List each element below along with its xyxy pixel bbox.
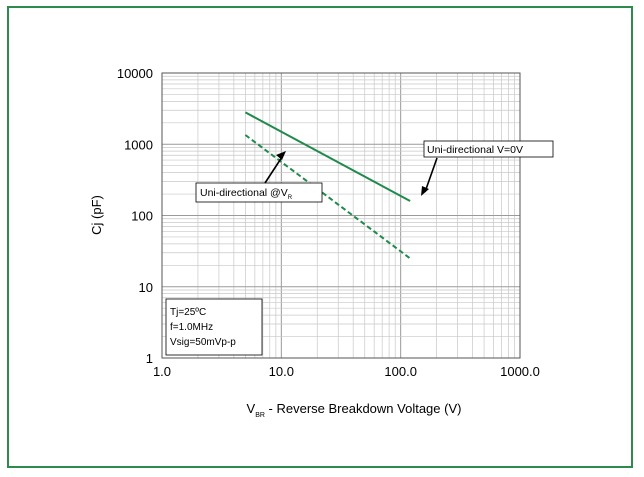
- x-axis-label-main: V: [247, 401, 256, 416]
- legend-item-solid: Uni-directional V=0V: [423, 140, 554, 158]
- plot-area: [161, 72, 521, 359]
- legend-label-dashed-main: Uni-directional @V: [200, 187, 288, 199]
- x-tick-label: 100.0: [384, 364, 417, 379]
- axis-ticks: 1.0 10.0 100.0 1000.0 1 10 100 1000 10000: [117, 66, 540, 379]
- legend-arrow-solid: [424, 157, 438, 193]
- legend-arrowhead-solid: [421, 186, 429, 196]
- x-axis-label-sub: BR: [255, 412, 265, 419]
- condition-frequency: f=1.0MHz: [170, 322, 213, 333]
- y-tick-label: 10000: [117, 66, 153, 81]
- series-line-dashed: [244, 134, 411, 260]
- conditions-box: Tj=25ºC f=1.0MHz Vsig=50mVp-p: [165, 298, 263, 356]
- legend-item-dashed: Uni-directional @VR: [195, 182, 323, 203]
- y-axis-label: Cj (pF): [89, 195, 104, 235]
- y-tick-label: 1: [146, 351, 153, 366]
- x-axis-label: VBR - Reverse Breakdown Voltage (V): [247, 401, 462, 419]
- y-tick-label: 100: [131, 209, 153, 224]
- conditions-box-border: [165, 298, 263, 356]
- series-layer: [244, 111, 411, 260]
- legend-label-dashed: Uni-directional @VR: [200, 187, 293, 201]
- x-axis-label-rest: - Reverse Breakdown Voltage (V): [265, 401, 462, 416]
- x-tick-label: 1.0: [153, 364, 171, 379]
- legend-arrowhead-dashed: [276, 151, 286, 160]
- y-tick-label: 1000: [124, 137, 153, 152]
- legend-box-dashed: [195, 182, 323, 203]
- condition-signal: Vsig=50mVp-p: [170, 337, 236, 348]
- series-line-solid: [244, 111, 411, 202]
- condition-temperature: Tj=25ºC: [170, 307, 206, 318]
- legend-label-dashed-sub: R: [288, 195, 293, 201]
- x-tick-label: 1000.0: [500, 364, 540, 379]
- x-tick-label: 10.0: [269, 364, 294, 379]
- y-tick-label: 10: [139, 280, 153, 295]
- legend-label-solid: Uni-directional V=0V: [427, 144, 523, 156]
- legend-arrow-dashed: [264, 156, 283, 184]
- legend-box-solid: [423, 140, 554, 158]
- chart-frame: [7, 6, 633, 468]
